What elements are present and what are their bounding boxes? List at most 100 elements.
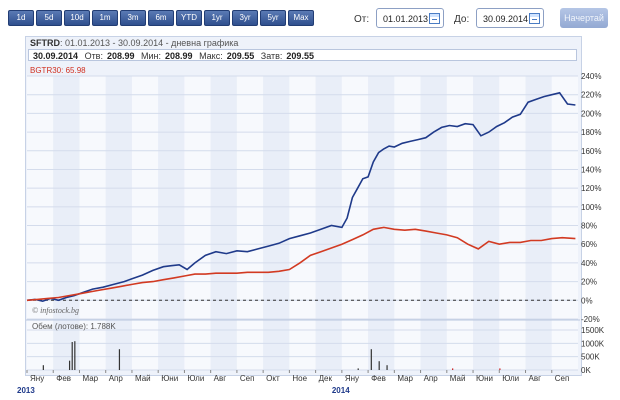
volume-label: Обем (лотове): 1.788K: [32, 322, 116, 331]
x-tick-label: Юли: [187, 374, 204, 383]
month-band: [315, 76, 342, 370]
month-band: [499, 76, 526, 370]
x-tick-label: Окт: [266, 374, 280, 383]
volume-bar: [499, 368, 501, 370]
range-button-1d[interactable]: 1d: [8, 10, 34, 26]
header-subtitle: : 01.01.2013 - 30.09.2014 - дневна графи…: [60, 38, 239, 48]
year-label: 2013: [17, 386, 35, 395]
month-band: [210, 76, 237, 370]
to-date-input[interactable]: 30.09.2014: [476, 8, 544, 28]
x-tick-label: Юли: [502, 374, 519, 383]
chart-header: SFTRD: 01.01.2013 - 30.09.2014 - дневна …: [30, 38, 238, 48]
stats-date: 30.09.2014: [33, 51, 79, 61]
to-label: До:: [454, 14, 470, 25]
range-button-3yr[interactable]: 3yr: [232, 10, 258, 26]
symbol: SFTRD: [30, 38, 60, 48]
month-band: [105, 76, 132, 370]
from-date-input[interactable]: 01.01.2013: [376, 8, 444, 28]
x-tick-label: Мар: [82, 374, 98, 383]
volume-bar: [386, 365, 388, 370]
x-tick-label: Май: [450, 374, 466, 383]
month-band: [394, 76, 421, 370]
y-tick-label: 60%: [581, 240, 597, 249]
to-date-value: 30.09.2014: [483, 14, 529, 24]
y-tick-label: 180%: [581, 128, 601, 137]
volume-bar: [118, 349, 121, 370]
range-button-5yr[interactable]: 5yr: [260, 10, 286, 26]
x-tick-label: Дек: [319, 374, 333, 383]
y-tick-label: 140%: [581, 165, 601, 174]
range-button-10d[interactable]: 10d: [64, 10, 90, 26]
min-label: Мин:: [141, 51, 162, 61]
volume-bar: [68, 360, 71, 370]
y-tick-label: 240%: [581, 72, 601, 81]
watermark: © infostock.bg: [32, 306, 79, 315]
x-tick-label: Май: [135, 374, 151, 383]
max-value: 209.55: [226, 51, 255, 61]
y-tick-label: 80%: [581, 222, 597, 231]
volume-bar: [42, 365, 44, 370]
volume-bar: [370, 349, 372, 370]
close-label: Затв:: [260, 51, 283, 61]
range-button-max[interactable]: Max: [288, 10, 314, 26]
max-label: Макс:: [199, 51, 223, 61]
range-button-ytd[interactable]: YTD: [176, 10, 202, 26]
month-band: [289, 76, 316, 370]
range-button-3m[interactable]: 3m: [120, 10, 146, 26]
month-band: [368, 76, 395, 370]
x-tick-label: Юни: [161, 374, 178, 383]
volume-tick-label: 1500K: [581, 326, 605, 335]
range-button-6m[interactable]: 6m: [148, 10, 174, 26]
month-band: [236, 76, 264, 370]
volume-bar: [378, 361, 380, 370]
month-band: [53, 76, 80, 370]
month-band: [79, 76, 106, 370]
x-tick-label: Ное: [292, 374, 307, 383]
close-value: 209.55: [286, 51, 314, 61]
calendar-icon[interactable]: [529, 13, 540, 24]
y-tick-label: 100%: [581, 203, 601, 212]
x-tick-label: Фев: [371, 374, 386, 383]
month-band: [27, 76, 54, 370]
range-button-1m[interactable]: 1m: [92, 10, 118, 26]
month-band: [131, 76, 159, 370]
y-tick-label: 220%: [581, 91, 601, 100]
open-label: Отв:: [84, 51, 103, 61]
range-button-5d[interactable]: 5d: [36, 10, 62, 26]
month-band: [341, 76, 369, 370]
stats-bar: 30.09.2014 Отв: 208.99 Мин: 208.99 Макс: 20…: [28, 49, 577, 61]
x-tick-label: Мар: [397, 374, 413, 383]
x-tick-label: Яну: [345, 374, 359, 383]
benchmark-label: BGTR30: 65.98: [30, 66, 86, 75]
x-tick-label: Авг: [214, 374, 227, 383]
volume-tick-label: 0K: [581, 366, 591, 375]
min-value: 208.99: [165, 51, 193, 61]
month-band: [184, 76, 211, 370]
series-line-sftrd: [26, 91, 576, 303]
y-tick-label: 0%: [581, 296, 593, 305]
volume-bar: [71, 342, 73, 370]
month-band: [525, 76, 552, 370]
draw-button[interactable]: Начертай: [560, 8, 608, 28]
y-tick-label: 120%: [581, 184, 601, 193]
month-band: [551, 76, 578, 370]
month-band: [446, 76, 474, 370]
from-date-value: 01.01.2013: [383, 14, 429, 24]
range-selector: 1d 5d 10d 1m 3m 6m YTD 1yr 3yr 5yr Max: [8, 10, 314, 26]
y-tick-label: 200%: [581, 109, 601, 118]
volume-bar: [74, 341, 76, 370]
y-tick-label: 160%: [581, 147, 601, 156]
month-band: [158, 76, 185, 370]
range-button-1yr[interactable]: 1yr: [204, 10, 230, 26]
month-band: [473, 76, 500, 370]
from-label: От:: [354, 14, 370, 25]
volume-bar: [357, 368, 359, 370]
month-band: [263, 76, 290, 370]
volume-tick-label: 1000K: [581, 339, 605, 348]
calendar-icon[interactable]: [429, 13, 440, 24]
year-label: 2014: [332, 386, 350, 395]
x-tick-label: Фев: [56, 374, 71, 383]
x-tick-label: Апр: [109, 374, 124, 383]
series-line-bgtr30: [26, 226, 576, 302]
